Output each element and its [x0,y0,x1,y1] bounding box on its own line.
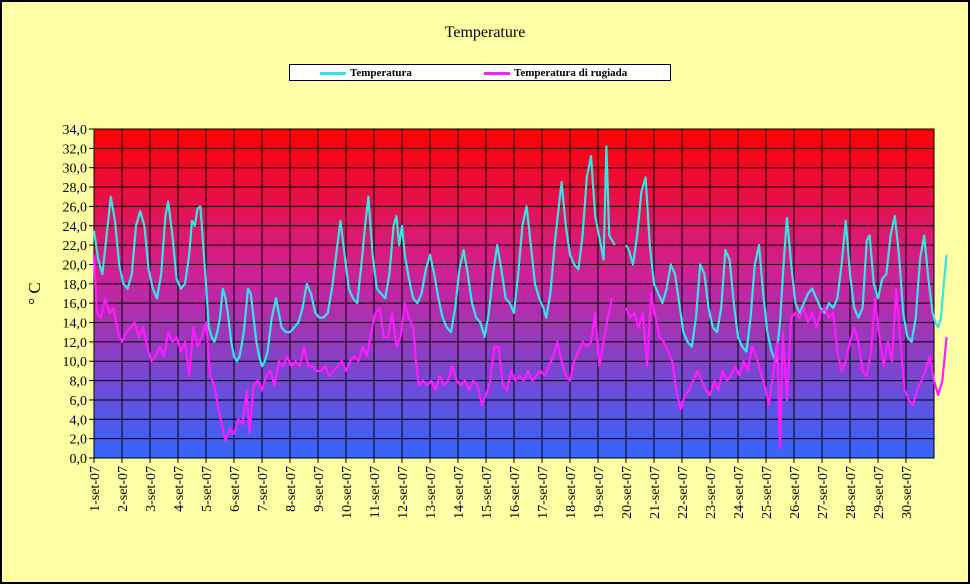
series-line-temperatura-segment-2 [625,176,948,363]
y-tick-label: 18,0 [63,278,88,293]
y-tick-label: 20,0 [63,258,88,273]
legend-swatch-temperatura [320,72,346,75]
y-tick-label: 14,0 [63,317,88,332]
series-line-rugiada-segment-1 [92,254,614,442]
y-tick-label: 22,0 [63,239,88,254]
y-tick-label: 26,0 [63,200,88,215]
x-tick-label: 5-set-07 [200,466,215,512]
y-tick-label: 28,0 [63,181,88,196]
chart-title: Temperature [444,24,526,41]
y-tick-label: 6,0 [70,394,88,409]
legend-swatch-rugiada [484,72,510,75]
x-tick-label: 17-set-07 [536,466,551,519]
x-tick-label: 1-set-07 [88,466,103,512]
x-tick-label: 2-set-07 [116,466,131,512]
y-tick-label: 10,0 [63,355,88,370]
legend-label-rugiada: Temperatura di rugiada [514,67,628,79]
x-tick-label: 25-set-07 [760,466,775,519]
y-tick-label: 16,0 [63,297,88,312]
legend: Temperatura Temperatura di rugiada [289,64,671,81]
series-lines [92,145,948,450]
x-tick-label: 7-set-07 [256,466,271,512]
x-tick-label: 19-set-07 [592,466,607,519]
y-axis: 0,0 2,0 4,0 6,0 8,0 10,0 12,0 14,0 16,0 18,0 20,0 2… [63,123,94,467]
x-tick-label: 11-set-07 [368,466,383,518]
x-tick-label: 13-set-07 [424,466,439,519]
x-tick-label: 9-set-07 [312,466,327,512]
x-tick-label: 28-set-07 [844,466,859,519]
x-tick-label: 16-set-07 [508,466,523,519]
y-tick-label: 0,0 [70,452,88,467]
y-tick-label: 4,0 [70,413,88,428]
y-tick-label: 34,0 [63,123,88,138]
y-tick-label: 12,0 [63,336,88,351]
x-tick-label: 27-set-07 [816,466,831,519]
x-tick-label: 12-set-07 [396,466,411,519]
x-tick-label: 30-set-07 [900,466,915,519]
x-tick-label: 23-set-07 [704,466,719,519]
y-tick-label: 8,0 [70,375,88,390]
x-tick-label: 8-set-07 [284,466,299,512]
series-line-temperatura-segment-1 [92,145,616,368]
x-tick-label: 6-set-07 [228,466,243,512]
x-tick-label: 24-set-07 [732,466,747,519]
x-axis: 1-set-07 2-set-07 3-set-07 4-set-07 5-set-07… [88,458,915,519]
x-tick-label: 14-set-07 [452,466,467,519]
y-axis-label: ° C [25,282,44,304]
x-tick-label: 18-set-07 [564,466,579,519]
y-tick-label: 24,0 [63,220,88,235]
x-tick-label: 21-set-07 [648,466,663,519]
x-tick-label: 10-set-07 [340,466,355,519]
x-tick-label: 3-set-07 [144,466,159,512]
y-tick-label: 2,0 [70,433,88,448]
legend-label-temperatura: Temperatura [350,67,412,79]
x-tick-label: 20-set-07 [620,466,635,519]
x-tick-label: 26-set-07 [788,466,803,519]
series-line-rugiada-segment-2 [624,287,948,450]
y-tick-label: 32,0 [63,142,88,157]
y-tick-label: 30,0 [63,162,88,177]
x-tick-label: 29-set-07 [872,466,887,519]
x-tick-label: 4-set-07 [172,466,187,512]
x-tick-label: 15-set-07 [480,466,495,519]
x-tick-label: 22-set-07 [676,466,691,519]
